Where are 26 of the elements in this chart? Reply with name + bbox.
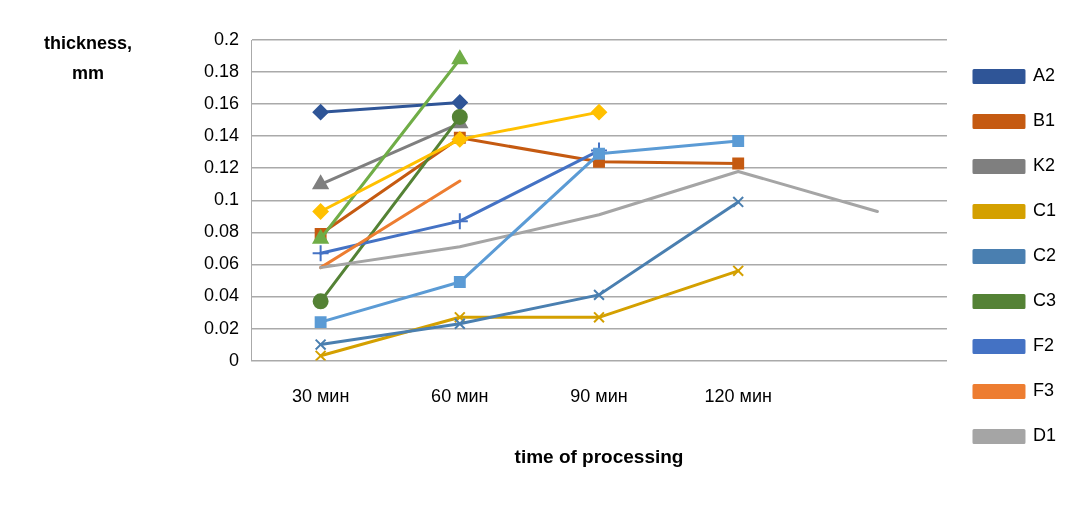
y-tick-label: 0.08 (203, 221, 240, 242)
legend-label: B1 (1032, 110, 1056, 131)
legend-label: K2 (1032, 155, 1056, 176)
y-tick-label: 0 (229, 349, 240, 370)
x-tick-label: 60 мин (431, 386, 489, 407)
x-tick-label: 30 мин (291, 386, 350, 407)
y-tick-label: 0.06 (203, 253, 240, 274)
y-tick-label: 0.1 (214, 189, 240, 210)
x-tick-label: 120 мин (704, 386, 772, 407)
x-tick-label: 90 мин (570, 386, 628, 407)
x-axis-title: time of processing (514, 445, 684, 467)
y-axis-title: thickness, mm (42, 32, 133, 85)
legend-label: C1 (1032, 200, 1057, 221)
legend-label: A2 (1032, 65, 1056, 86)
legend-label: F2 (1032, 335, 1055, 356)
y-tick-label: 0.16 (203, 93, 240, 114)
y-tick-label: 0.14 (203, 125, 240, 146)
y-tick-label: 0.18 (203, 61, 240, 82)
y-tick-label: 0.02 (203, 317, 240, 338)
y-tick-label: 0.12 (203, 157, 240, 178)
legend-label: C2 (1032, 245, 1057, 266)
y-tick-label: 0.2 (214, 28, 240, 49)
legend-label: C3 (1032, 290, 1057, 311)
y-tick-label: 0.04 (203, 285, 240, 306)
legend-label: D1 (1032, 425, 1057, 446)
legend-label: F3 (1032, 380, 1055, 401)
